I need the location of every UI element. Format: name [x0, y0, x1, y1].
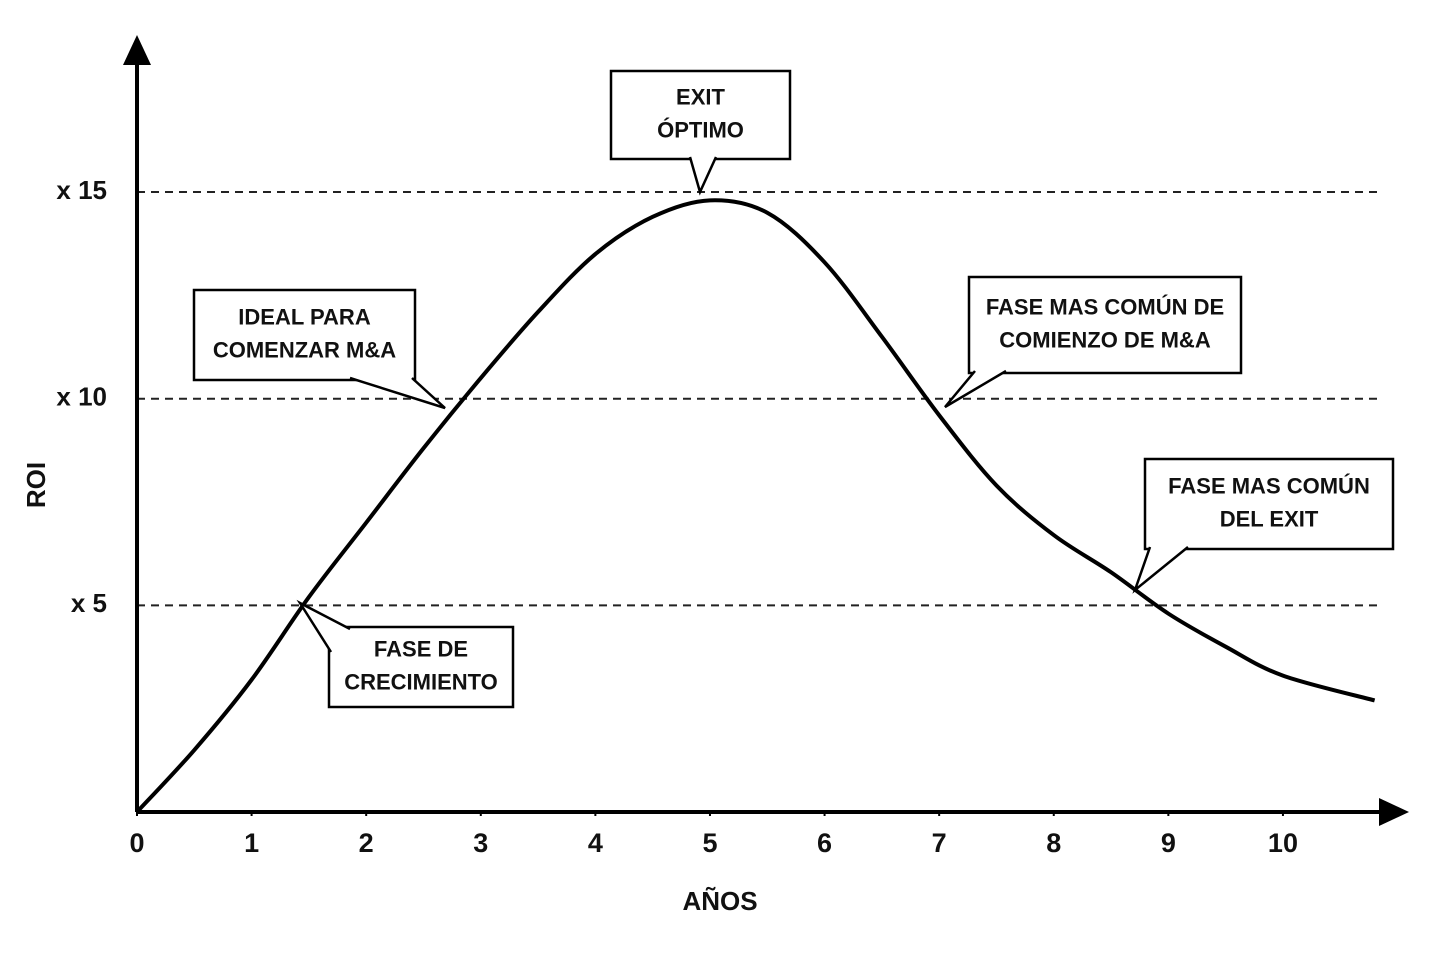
callout-text: IDEAL PARA	[238, 304, 371, 329]
callout-text: FASE MAS COMÚN DE	[986, 294, 1224, 319]
x-tick-label: 8	[1046, 828, 1061, 858]
callout-box	[967, 275, 1243, 375]
x-tick-label: 3	[473, 828, 488, 858]
callout-text: DEL EXIT	[1220, 506, 1319, 531]
callout-box	[192, 288, 417, 382]
callout-pointer	[944, 369, 1007, 409]
x-tick-label: 2	[359, 828, 374, 858]
x-tick-label: 6	[817, 828, 832, 858]
x-tick-label: 1	[244, 828, 259, 858]
y-tick-label: x 15	[56, 175, 107, 205]
callout-pointer	[296, 599, 351, 653]
x-axis-label: AÑOS	[682, 886, 757, 916]
callout-text: EXIT	[676, 84, 725, 109]
callout-text: FASE MAS COMÚN	[1168, 473, 1370, 498]
callout-text: CRECIMIENTO	[344, 669, 498, 694]
y-tick-label: x 10	[56, 382, 107, 412]
callout-box	[327, 625, 515, 709]
callout-pointer	[1132, 546, 1189, 594]
x-tick-label: 7	[932, 828, 947, 858]
callout-pointer	[688, 156, 718, 196]
y-axis-arrow	[123, 35, 151, 65]
x-tick-label: 5	[702, 828, 717, 858]
callout-box	[609, 69, 792, 161]
callout-text: COMENZAR M&A	[213, 337, 396, 362]
x-tick-label: 10	[1268, 828, 1298, 858]
callout-text: COMIENZO DE M&A	[999, 327, 1211, 352]
callout-pointer	[349, 376, 446, 410]
x-tick-label: 9	[1161, 828, 1176, 858]
callout-text: FASE DE	[374, 636, 468, 661]
x-tick-label: 4	[588, 828, 603, 858]
x-axis-arrow	[1379, 798, 1409, 826]
callout-text: ÓPTIMO	[657, 117, 744, 142]
y-tick-label: x 5	[71, 588, 107, 618]
callout-box	[1143, 457, 1395, 551]
x-tick-label: 0	[129, 828, 144, 858]
y-axis-label: ROI	[21, 462, 51, 508]
